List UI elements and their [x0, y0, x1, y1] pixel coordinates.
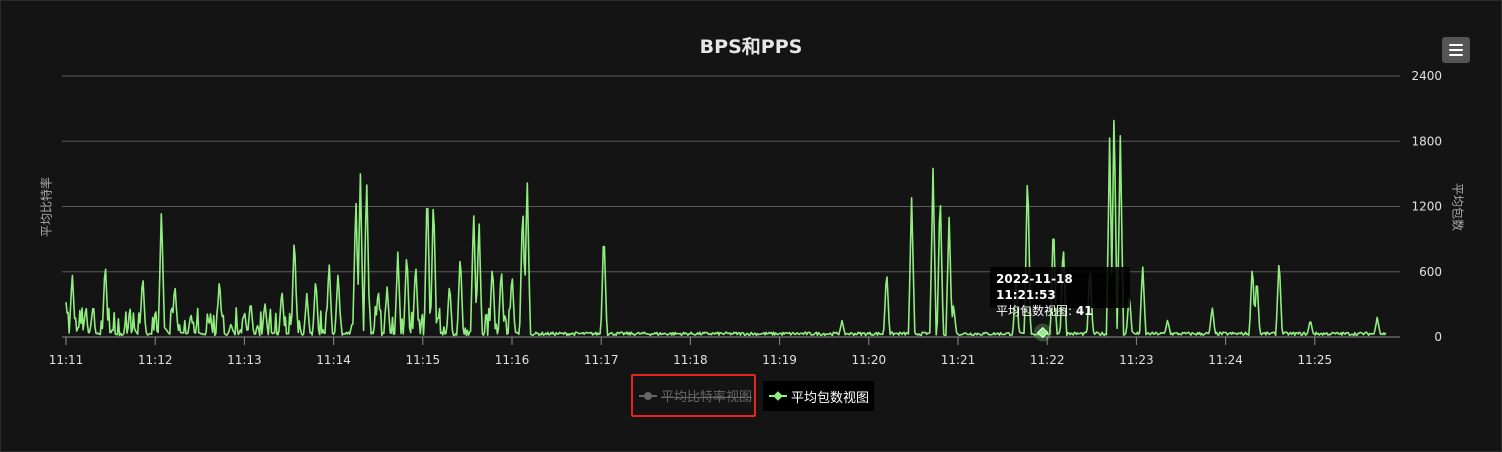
- tooltip-date: 2022-11-18 11:21:53: [996, 272, 1073, 302]
- chart-title: BPS和PPS: [699, 36, 803, 58]
- x-tick-label: 11:12: [138, 353, 173, 367]
- hover-marker: [1033, 323, 1052, 342]
- x-tick-label: 11:22: [1030, 353, 1065, 367]
- legend-label-avg-packets: 平均包数视图: [791, 390, 870, 406]
- x-tick-label: 11:18: [673, 353, 708, 367]
- y-tick-label: 2400: [1411, 69, 1442, 83]
- tooltip-colon: :: [1068, 304, 1076, 318]
- menu-icon-bar: [1449, 54, 1463, 56]
- y-axis-left-title: 平均比特率: [39, 176, 54, 238]
- y-tick-label: 1200: [1411, 200, 1442, 214]
- legend-item-avg-packets[interactable]: 平均包数视图: [763, 381, 874, 411]
- x-tick-label: 11:15: [406, 353, 441, 367]
- legend-diamond-icon: [769, 391, 787, 401]
- x-tick-label: 11:24: [1208, 353, 1243, 367]
- legend-label-avg-bitrate: 平均比特率视图: [661, 390, 753, 405]
- y-axis-right: 0 600 1200 1800 2400: [1411, 69, 1442, 344]
- series-line: [65, 119, 1387, 337]
- x-tick-label: 11:21: [941, 353, 976, 367]
- y-tick-label: 600: [1419, 265, 1442, 279]
- x-tick-label: 11:17: [584, 353, 619, 367]
- series-avg-packets[interactable]: [65, 119, 1387, 337]
- legend-circle-icon: [639, 391, 657, 401]
- x-tick-label: 11:20: [852, 353, 887, 367]
- x-tick-label: 11:23: [1119, 353, 1154, 367]
- x-tick-label: 11:25: [1298, 353, 1333, 367]
- y-axis-right-title: 平均包数: [1450, 182, 1465, 232]
- x-tick-label: 11:14: [316, 353, 351, 367]
- x-tick-label: 11:13: [227, 353, 262, 367]
- chart-tooltip: 2022-11-18 11:21:53 平均包数视图: 41: [990, 267, 1130, 318]
- tooltip-value: 41: [1075, 304, 1093, 318]
- hover-point: [1037, 326, 1049, 339]
- x-tick-label: 11:11: [49, 353, 84, 367]
- x-axis: 11:11 11:12 11:13 11:14 11:15 11:16 11:17 11:18…: [49, 337, 1332, 367]
- x-tick-label: 11:19: [762, 353, 797, 367]
- menu-icon: [1449, 44, 1463, 46]
- y-tick-label: 1800: [1411, 134, 1442, 148]
- y-tick-label: 0: [1434, 330, 1442, 344]
- legend-item-avg-bitrate[interactable]: 平均比特率视图: [631, 374, 756, 417]
- tooltip-series-label: 平均包数视图: [996, 304, 1069, 318]
- chart-menu-button[interactable]: [1442, 37, 1470, 63]
- x-tick-label: 11:16: [495, 353, 530, 367]
- gridlines: [62, 75, 1400, 338]
- menu-icon-bar: [1449, 49, 1463, 51]
